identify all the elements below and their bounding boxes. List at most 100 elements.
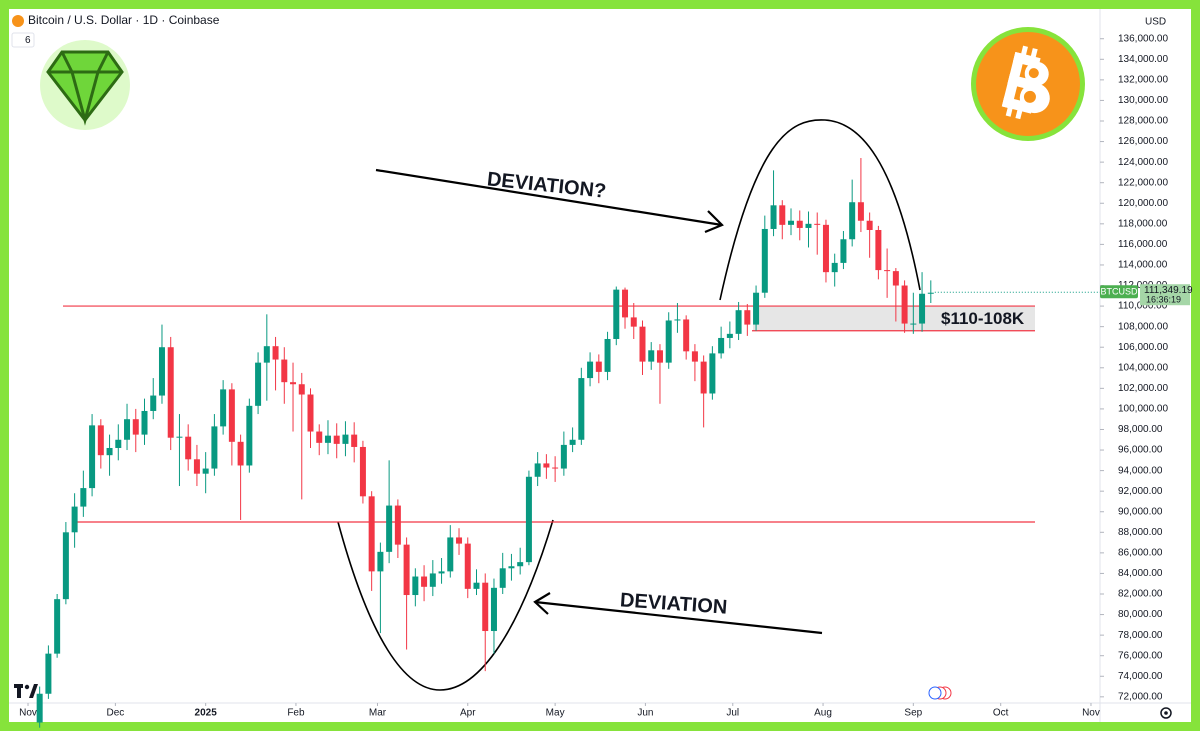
- tv-logo: [14, 684, 38, 698]
- y-tick-label: 76,000.00: [1118, 650, 1163, 661]
- candle-body: [674, 319, 681, 321]
- countdown: 16:36:19: [1146, 295, 1181, 305]
- indicator-toggle[interactable]: [11, 32, 35, 48]
- arrow-bottom: [533, 592, 823, 635]
- y-tick-label: 80,000.00: [1118, 609, 1163, 620]
- candle-body: [744, 310, 751, 325]
- candle-body: [569, 439, 576, 445]
- price-tag: [1140, 284, 1190, 306]
- candle-body: [499, 568, 506, 588]
- candle-body: [517, 562, 524, 567]
- candle-body: [578, 378, 585, 440]
- candle-body: [849, 202, 856, 240]
- bottom-arc: [337, 519, 554, 691]
- x-tick-label: May: [546, 708, 565, 719]
- candle-body: [307, 394, 314, 432]
- y-tick-label: 72,000.00: [1118, 691, 1163, 702]
- candle-body: [193, 459, 200, 474]
- y-tick-label: 96,000.00: [1118, 445, 1163, 456]
- currency[interactable]: USD: [1145, 17, 1166, 28]
- candle-body: [45, 653, 52, 694]
- y-tick-label: 134,000.00: [1118, 54, 1168, 65]
- candle-body: [490, 587, 497, 632]
- candle-body: [473, 582, 480, 589]
- candle-body: [857, 202, 864, 221]
- candle-body: [54, 599, 61, 654]
- y-tick-label: 104,000.00: [1118, 362, 1168, 373]
- candle-body: [62, 532, 69, 600]
- candle-body: [176, 436, 183, 438]
- x-tick-label: Jul: [726, 708, 739, 719]
- candle-body: [89, 425, 96, 489]
- x-tick-label: Oct: [993, 708, 1009, 719]
- symbol-tag: [1100, 285, 1138, 299]
- y-tick-label: 78,000.00: [1118, 630, 1163, 641]
- candle-body: [115, 439, 122, 448]
- y-tick-label: 126,000.00: [1118, 136, 1168, 147]
- candle-body: [770, 205, 777, 229]
- candle-body: [779, 205, 786, 225]
- candle-body: [124, 419, 131, 440]
- candle-body: [709, 353, 716, 394]
- candle-body: [71, 506, 78, 533]
- candle-body: [683, 319, 690, 352]
- y-tick-label: 128,000.00: [1118, 116, 1168, 127]
- candle-body: [447, 537, 454, 572]
- candle-body: [552, 467, 559, 469]
- candle-body: [298, 384, 305, 395]
- candle-body: [560, 444, 567, 469]
- candle-body: [394, 505, 401, 545]
- last-price-label: 111,349.19: [1144, 285, 1193, 296]
- candle-body: [412, 576, 419, 596]
- candle-body: [106, 447, 113, 456]
- y-tick-label: 108,000.00: [1118, 321, 1168, 332]
- candle-body: [875, 229, 882, 271]
- candle-body: [290, 382, 297, 385]
- candle-body: [788, 220, 795, 225]
- y-tick-label: 116,000.00: [1118, 239, 1168, 250]
- y-tick-label: 88,000.00: [1118, 527, 1163, 538]
- candle-body: [185, 436, 192, 460]
- candle-body: [822, 224, 829, 273]
- candle-body: [840, 239, 847, 263]
- candle-body: [211, 426, 218, 469]
- candle-body: [421, 576, 428, 587]
- candle-body: [892, 271, 899, 286]
- event-icon[interactable]: [928, 686, 952, 700]
- y-tick-label: 84,000.00: [1118, 568, 1163, 579]
- candle-body: [333, 435, 340, 444]
- x-tick-label: Aug: [814, 708, 832, 719]
- y-tick-label: 106,000.00: [1118, 342, 1168, 353]
- candle-body: [622, 289, 629, 318]
- candle-body: [691, 351, 698, 362]
- candle-body: [438, 571, 445, 574]
- candle-body: [927, 292, 934, 294]
- y-tick-label: 132,000.00: [1118, 75, 1168, 86]
- candle-body: [604, 338, 611, 372]
- candle-body: [910, 323, 917, 325]
- candle-body: [324, 435, 331, 443]
- candle-body: [613, 289, 620, 339]
- y-tick-label: 120,000.00: [1118, 198, 1168, 209]
- candle-body: [630, 317, 637, 327]
- axes: 72,000.00 74,000.00 76,000.00 78,000.00 80,0…: [19, 33, 1168, 718]
- arrow-top: [375, 168, 724, 234]
- x-tick-label: Nov: [1082, 708, 1100, 719]
- candle-body: [132, 419, 139, 435]
- candle-body: [814, 223, 821, 225]
- settings-icon[interactable]: [1160, 707, 1172, 719]
- candle-body: [901, 285, 908, 324]
- symbol-label: BTCUSD: [1100, 287, 1138, 297]
- y-tick-label: 98,000.00: [1118, 424, 1163, 435]
- y-tick-label: 74,000.00: [1118, 671, 1163, 682]
- candle-body: [237, 441, 244, 466]
- candle-body: [595, 361, 602, 372]
- x-tick-label: 2025: [195, 708, 218, 719]
- candle-body: [80, 488, 87, 507]
- candle-body: [866, 220, 873, 230]
- candle-body: [482, 582, 489, 632]
- indicator-count[interactable]: 6: [25, 35, 31, 46]
- y-tick-label: 122,000.00: [1118, 177, 1168, 188]
